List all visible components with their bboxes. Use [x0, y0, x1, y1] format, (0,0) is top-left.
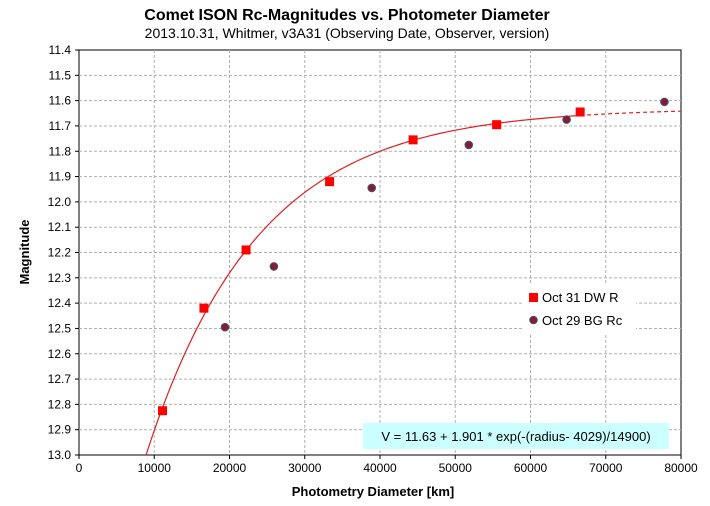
legend-marker-circle — [529, 315, 538, 325]
grid-lines — [79, 50, 681, 455]
x-axis-title: Photometry Diameter [km] — [292, 484, 455, 499]
y-tick-label: 11.5 — [49, 68, 72, 82]
y-tick-label: 11.8 — [49, 144, 72, 158]
chart-title: Comet ISON Rc-Magnitudes vs. Photometer … — [144, 7, 549, 24]
x-tick-label: 80000 — [664, 461, 698, 475]
y-tick-label: 11.4 — [49, 43, 72, 57]
legend-box — [522, 284, 636, 334]
y-axis-title: Magnitude — [17, 220, 32, 285]
y-tick-label: 13.0 — [48, 448, 72, 462]
fit-curve-solid — [145, 114, 581, 456]
x-tick-label: 70000 — [589, 461, 623, 475]
chart-subtitle: 2013.10.31, Whitmer, v3A31 (Observing Da… — [145, 25, 550, 41]
y-tick-label: 11.7 — [49, 119, 72, 133]
x-tick-label: 40000 — [363, 461, 397, 475]
data-point-oct31 — [199, 303, 209, 313]
y-tick-label: 12.4 — [48, 296, 72, 310]
data-point-oct29 — [220, 322, 230, 332]
legend-entry-oct31: Oct 31 DW R — [542, 290, 619, 305]
x-tick-label: 10000 — [138, 461, 172, 475]
legend-marker-square — [529, 293, 538, 302]
data-point-oct29 — [269, 262, 279, 271]
data-point-oct31 — [241, 245, 251, 255]
x-tick-label: 30000 — [288, 461, 322, 475]
x-tick-label: 50000 — [439, 461, 473, 475]
y-tick-label: 12.5 — [48, 321, 72, 335]
data-point-oct31 — [492, 120, 502, 130]
data-point-oct31 — [325, 177, 335, 187]
data-points — [158, 97, 669, 416]
y-tick-label: 12.1 — [48, 220, 72, 234]
data-point-oct29 — [562, 115, 571, 124]
fit-curve — [145, 110, 682, 456]
y-tick-label: 12.7 — [48, 372, 72, 386]
fit-equation: V = 11.63 + 1.901 * exp(-(radius- 4029)/… — [381, 429, 650, 444]
legend-entry-oct29: Oct 29 BG Rc — [542, 313, 623, 328]
y-tick-label: 12.0 — [48, 195, 72, 209]
tick-labels: 11.4 11.5 11.6 11.7 11.8 11.9 12.0 12.1 12.2 12.3… — [48, 43, 698, 475]
y-tick-label: 12.9 — [48, 423, 72, 437]
x-tick-label: 0 — [76, 461, 83, 475]
data-point-oct29 — [660, 97, 669, 107]
y-tick-label: 12.3 — [48, 271, 72, 285]
fit-curve-extrapolated — [580, 110, 682, 117]
data-point-oct29 — [367, 183, 377, 193]
equation-box-background — [363, 423, 669, 449]
y-tick-label: 12.8 — [48, 397, 72, 411]
x-tick-label: 60000 — [514, 461, 548, 475]
y-tick-label: 11.6 — [49, 94, 72, 108]
data-point-oct29 — [464, 140, 474, 150]
y-tick-label: 11.9 — [49, 170, 72, 184]
legend: Oct 31 DW R Oct 29 BG Rc — [522, 284, 636, 334]
equation-box: V = 11.63 + 1.901 * exp(-(radius- 4029)/… — [363, 423, 669, 449]
data-point-oct31 — [158, 406, 168, 416]
data-point-oct31 — [575, 107, 585, 117]
y-tick-label: 12.6 — [48, 347, 72, 361]
data-point-oct31 — [408, 135, 418, 145]
x-tick-label: 20000 — [213, 461, 247, 475]
y-tick-label: 12.2 — [48, 246, 72, 260]
